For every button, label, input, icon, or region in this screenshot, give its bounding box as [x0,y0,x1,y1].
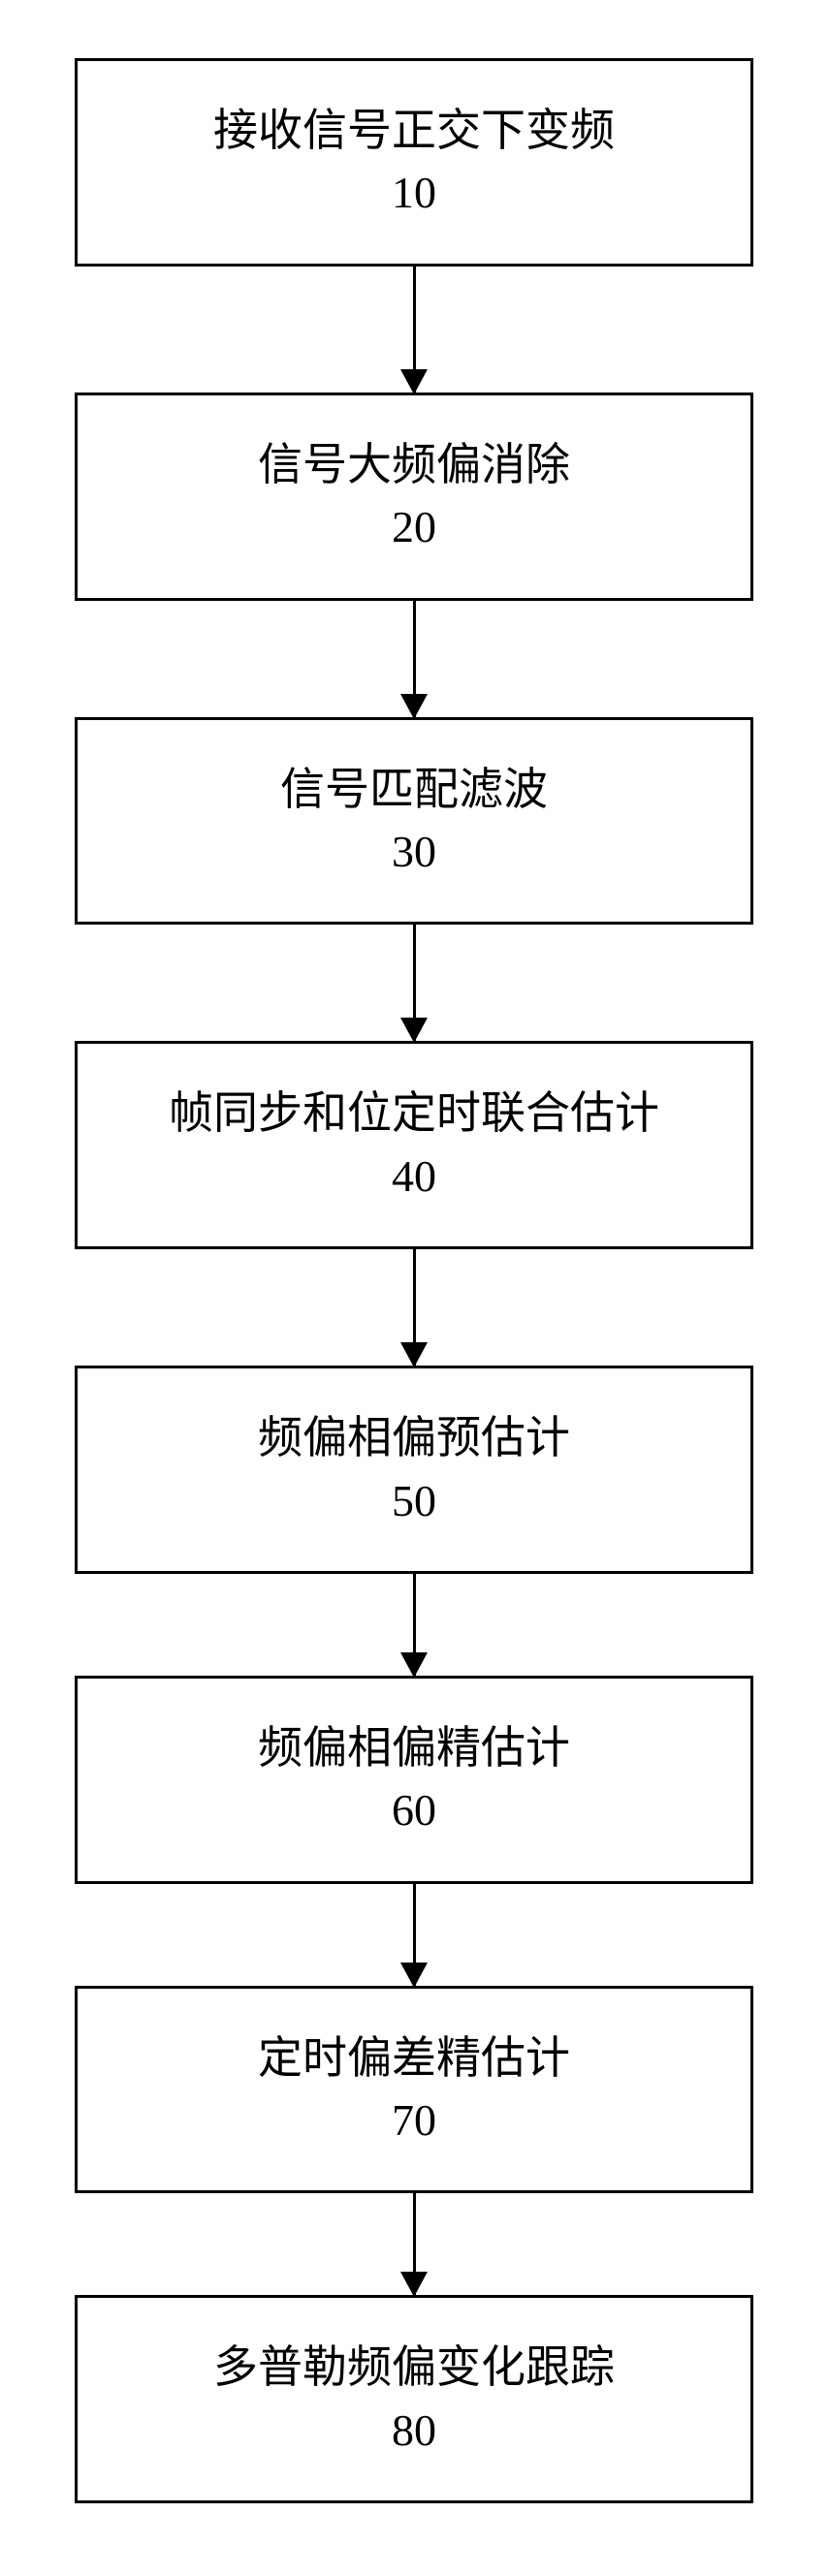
arrow-icon [413,2193,416,2295]
node-label: 多普勒频偏变化跟踪 [97,2337,731,2399]
flow-node-60: 频偏相偏精估计 60 [75,1676,753,1884]
node-label: 信号大频偏消除 [97,434,731,496]
flow-node-40: 帧同步和位定时联合估计 40 [75,1041,753,1249]
node-label: 帧同步和位定时联合估计 [97,1083,731,1145]
flow-node-10: 接收信号正交下变频 10 [75,58,753,267]
flowchart-container: 接收信号正交下变频 10 信号大频偏消除 20 信号匹配滤波 30 帧同步和位定… [75,58,753,2503]
arrow-icon [413,1249,416,1366]
node-label: 信号匹配滤波 [97,759,731,821]
node-number: 60 [97,1779,731,1841]
arrow-icon [413,601,416,717]
arrow-icon [413,1884,416,1986]
flow-node-70: 定时偏差精估计 70 [75,1986,753,2194]
node-label: 频偏相偏精估计 [97,1717,731,1779]
node-number: 10 [97,162,731,224]
arrow-icon [413,1574,416,1676]
arrow-icon [413,267,416,393]
node-number: 40 [97,1146,731,1208]
flow-node-50: 频偏相偏预估计 50 [75,1366,753,1574]
node-label: 接收信号正交下变频 [97,100,731,162]
node-label: 频偏相偏预估计 [97,1407,731,1469]
node-number: 80 [97,2400,731,2462]
arrow-icon [413,925,416,1041]
flow-node-20: 信号大频偏消除 20 [75,393,753,601]
flow-node-80: 多普勒频偏变化跟踪 80 [75,2295,753,2503]
node-number: 30 [97,821,731,883]
node-label: 定时偏差精估计 [97,2027,731,2089]
flow-node-30: 信号匹配滤波 30 [75,717,753,926]
node-number: 70 [97,2089,731,2152]
node-number: 20 [97,496,731,558]
node-number: 50 [97,1470,731,1532]
